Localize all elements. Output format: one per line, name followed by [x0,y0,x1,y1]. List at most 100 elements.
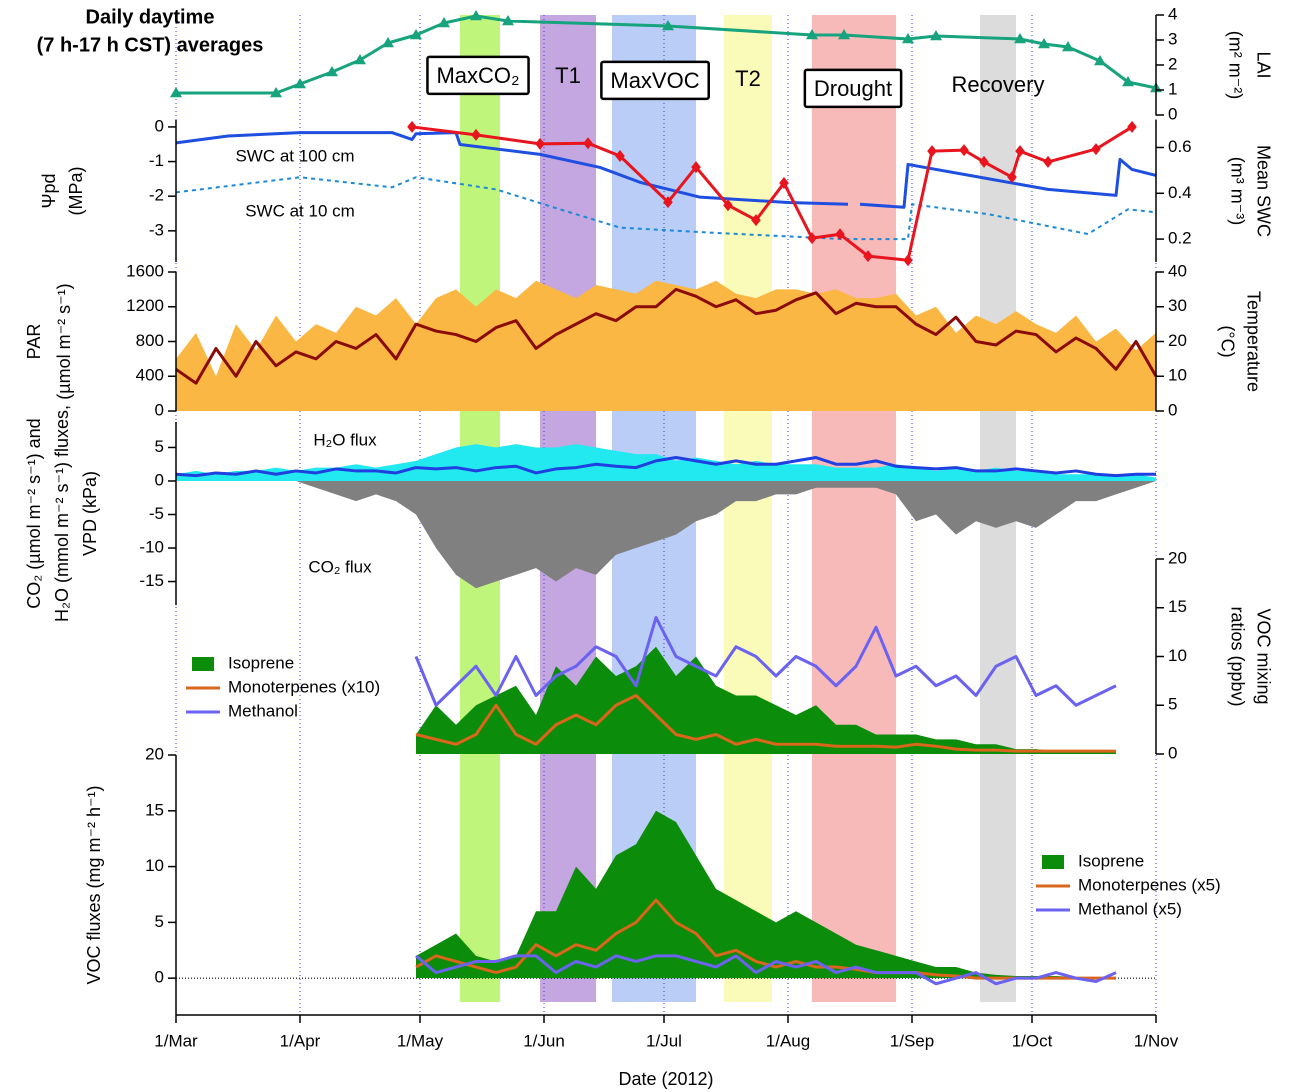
diamond-marker [691,161,701,174]
y-tick-label: 15 [145,800,164,819]
y-tick-label: 0.4 [1168,183,1192,202]
annotation: H₂O flux [313,430,377,449]
y-tick-label: 10 [1168,366,1187,385]
triangle-marker [354,54,366,65]
y-axis-title: VPD (kPa) [80,471,100,556]
x-tick-label: 1/Apr [280,1031,321,1050]
period-label-group: MaxCO₂ [426,55,530,96]
period-label: MaxCO₂ [436,63,519,88]
period-band [812,15,896,1002]
legend-label: Isoprene [228,653,294,672]
diamond-marker [903,254,913,267]
diamond-marker [723,199,733,212]
y-tick-label: 0 [1168,400,1177,419]
diamond-marker [471,128,481,141]
x-axis-title: Date (2012) [618,1069,713,1089]
diamond-marker [1127,120,1137,133]
y-tick-label: 0 [155,116,164,135]
diamond-marker [1091,143,1101,156]
y-axis-title: (°C) [1217,325,1237,357]
y-tick-label: 10 [145,856,164,875]
x-tick-label: 1/Oct [1012,1031,1053,1050]
triangle-marker [1094,55,1106,66]
triangle-marker [410,29,422,40]
y-tick-label: 1600 [126,261,164,280]
y-tick-label: 0 [155,400,164,419]
period-label-box [426,55,530,96]
line [175,131,1157,209]
line [175,456,1156,478]
x-tick-label: 1/Jun [523,1031,565,1050]
triangle-marker [382,37,394,48]
chart-title: (7 h-17 h CST) averages [37,34,264,56]
period-band [724,15,772,1002]
y-tick-label: 400 [136,366,164,385]
line [411,125,1133,262]
area [176,480,1156,589]
line [175,287,1158,385]
y-tick-label: 2 [1168,54,1177,73]
legend-swatch [192,657,214,671]
y-tick-label: 0 [155,470,164,489]
period-label: MaxVOC [610,68,699,93]
x-tick-label: 1/Jul [646,1031,682,1050]
triangle-marker [902,33,914,44]
period-label-box [600,60,710,101]
y-tick-label: 40 [1168,261,1187,280]
y-tick-label: -5 [149,504,164,523]
triangle-marker [838,29,850,40]
y-tick-label: 0.2 [1168,229,1192,248]
triangle-marker [1062,41,1074,52]
x-tick-label: 1/May [397,1031,444,1050]
y-tick-label: 1200 [126,296,164,315]
diamond-marker [535,137,545,150]
y-tick-label: -10 [139,538,164,557]
diamond-marker [583,137,593,150]
y-tick-label: 4 [1168,4,1177,23]
triangle-marker [806,29,818,40]
y-tick-label: 20 [145,744,164,763]
triangle-marker [1014,33,1026,44]
y-tick-label: 20 [1168,331,1187,350]
y-tick-label: -3 [149,220,164,239]
y-tick-label: 15 [1168,597,1187,616]
diamond-marker [779,177,789,190]
legend-swatch [1042,855,1064,869]
period-label: Drought [814,76,892,101]
triangle-marker [270,87,282,98]
annotation: CO₂ flux [308,557,372,576]
annotation: SWC at 100 cm [235,146,354,165]
legend-label: Monoterpenes (x5) [1078,875,1221,894]
annotation: SWC at 10 cm [245,201,355,220]
triangle-marker [662,20,674,31]
triangle-marker [1038,38,1050,49]
triangle-marker [294,78,306,89]
period-label: Recovery [952,72,1045,97]
y-axis-title: VOC mixing [1253,608,1273,704]
x-tick-label: 1/Mar [154,1031,198,1050]
y-axis-title: Mean SWC [1253,145,1273,237]
y-tick-label: -15 [139,571,164,590]
y-tick-label: -2 [149,186,164,205]
line [415,898,1116,980]
line [175,176,1157,241]
line [414,616,1117,707]
diamond-marker [979,155,989,168]
y-tick-label: 0 [155,968,164,987]
y-axis-title: LAI [1253,51,1273,78]
legend-label: Monoterpenes (x10) [228,677,380,696]
y-axis-title: CO₂ (µmol m⁻² s⁻¹) and [24,418,44,608]
y-axis-title: (µmol m⁻² s⁻¹) [54,283,74,399]
triangle-marker [502,15,514,26]
data-layer [170,10,1162,986]
legend-label: Isoprene [1078,851,1144,870]
triangle-marker [930,30,942,41]
period-label-group: Recovery [952,72,1045,97]
diamond-marker [407,120,417,133]
y-tick-label: -1 [149,151,164,170]
diamond-marker [959,144,969,157]
y-tick-label: 0.6 [1168,137,1192,156]
y-tick-label: 3 [1168,29,1177,48]
